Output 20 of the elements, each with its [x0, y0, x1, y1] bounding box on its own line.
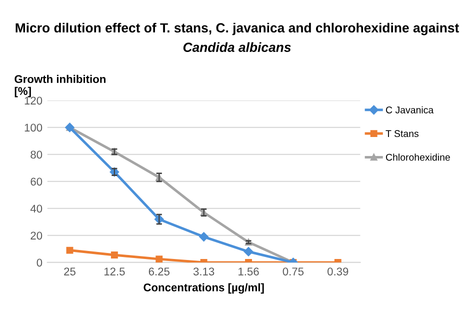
x-tick-label: 1.56 — [238, 268, 259, 276]
legend-label: T Stans — [386, 130, 418, 138]
y-tick-label: 100 — [24, 124, 42, 132]
chart-title: Micro dilution effect of T. stans, C. javanica and chlorohexidine against Candida albicans — [16, 22, 459, 52]
x-tick-label: 25 — [64, 268, 76, 276]
y-tick-label: 40 — [30, 204, 42, 213]
x-tick-label: 3.13 — [193, 268, 214, 276]
y-axis-title: Growth inhibition [%] — [14, 74, 106, 98]
y-tick-label: 120 — [24, 96, 42, 105]
y-tick-label: 0 — [36, 258, 42, 267]
y-tick-label: 20 — [30, 232, 42, 240]
x-tick-label: 0.39 — [328, 268, 348, 276]
y-tick-label: 80 — [30, 150, 42, 159]
y-tick-label: 60 — [30, 178, 42, 186]
x-tick-label: 0.75 — [282, 268, 304, 276]
legend-label: Chlorohexidine — [386, 154, 450, 161]
x-tick-label: 6.25 — [148, 268, 170, 276]
legend-label: C Javanica — [386, 106, 434, 114]
x-axis-title: Concentrations [µg/ml] — [144, 283, 264, 294]
x-tick-label: 12.5 — [104, 268, 125, 276]
